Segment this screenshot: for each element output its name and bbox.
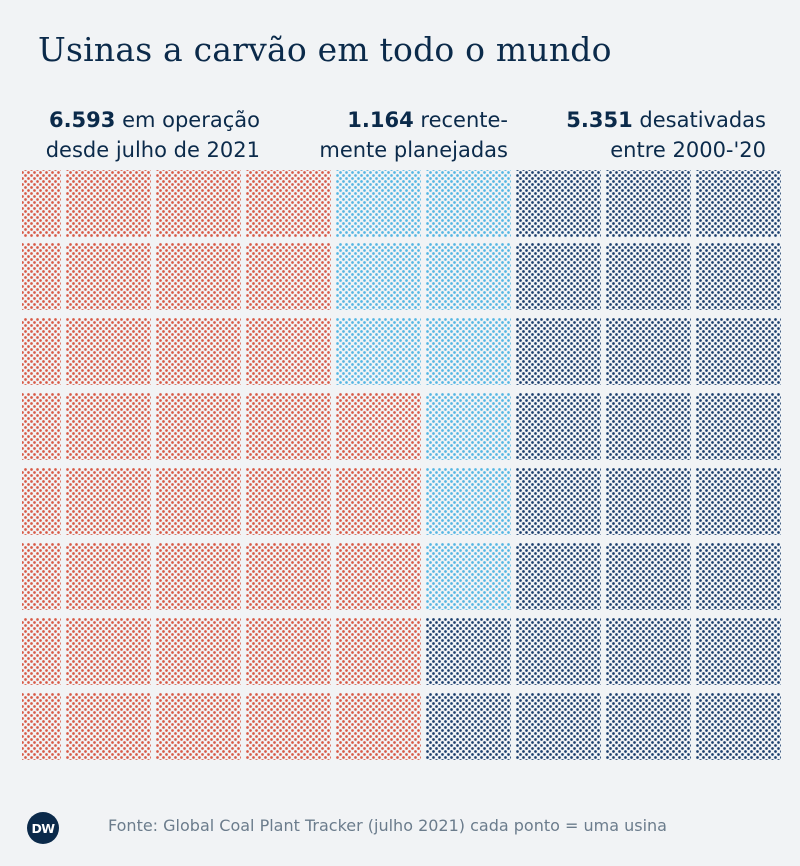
retired-text-2: entre 2000-'20: [610, 138, 766, 162]
waffle-block-operating: [336, 693, 421, 760]
waffle-block-operating: [22, 468, 61, 535]
waffle-block-retired: [606, 170, 691, 237]
waffle-block-operating: [336, 543, 421, 610]
waffle-block-operating: [246, 243, 331, 310]
waffle-block-planned: [426, 543, 511, 610]
waffle-block-retired: [696, 243, 781, 310]
waffle-block-operating: [156, 543, 241, 610]
waffle-block-planned: [426, 468, 511, 535]
waffle-block-planned: [336, 170, 421, 237]
waffle-block-operating: [66, 543, 151, 610]
waffle-block-retired: [606, 243, 691, 310]
waffle-block-retired: [516, 243, 601, 310]
operating-text-1: em operação: [122, 108, 260, 132]
planned-count: 1.164: [347, 108, 414, 132]
waffle-block-operating: [336, 468, 421, 535]
waffle-block-retired: [696, 170, 781, 237]
waffle-block-operating: [156, 318, 241, 385]
waffle-block-operating: [156, 468, 241, 535]
waffle-block-retired: [426, 618, 511, 685]
waffle-block-operating: [66, 618, 151, 685]
waffle-block-retired: [696, 468, 781, 535]
waffle-block-retired: [606, 468, 691, 535]
waffle-block-retired: [606, 618, 691, 685]
retired-count: 5.351: [566, 108, 633, 132]
waffle-block-operating: [22, 243, 61, 310]
waffle-block-operating: [66, 693, 151, 760]
waffle-block-operating: [66, 318, 151, 385]
waffle-block-operating: [22, 543, 61, 610]
waffle-block-operating: [22, 170, 61, 237]
waffle-block-planned: [426, 318, 511, 385]
waffle-block-operating: [246, 170, 331, 237]
waffle-block-planned: [336, 318, 421, 385]
waffle-block-retired: [696, 543, 781, 610]
waffle-block-retired: [516, 393, 601, 460]
waffle-block-retired: [516, 618, 601, 685]
waffle-block-planned: [336, 243, 421, 310]
waffle-block-operating: [336, 393, 421, 460]
waffle-block-planned: [426, 170, 511, 237]
waffle-block-operating: [66, 170, 151, 237]
waffle-block-retired: [516, 170, 601, 237]
source-note: Fonte: Global Coal Plant Tracker (julho …: [108, 816, 667, 835]
waffle-block-operating: [22, 393, 61, 460]
waffle-block-retired: [516, 468, 601, 535]
waffle-block-retired: [516, 693, 601, 760]
waffle-block-operating: [246, 318, 331, 385]
waffle-block-retired: [696, 618, 781, 685]
waffle-block-operating: [246, 393, 331, 460]
label-retired: 5.351 desativadas entre 2000-'20: [520, 105, 766, 165]
waffle-block-operating: [156, 693, 241, 760]
waffle-block-retired: [696, 393, 781, 460]
label-operating: 6.593 em operação desde julho de 2021: [20, 105, 260, 165]
waffle-blocks: [22, 170, 781, 760]
waffle-block-retired: [516, 543, 601, 610]
planned-text-2: mente planejadas: [319, 138, 508, 162]
waffle-block-retired: [606, 543, 691, 610]
planned-text-1: recente-: [420, 108, 508, 132]
waffle-block-retired: [606, 693, 691, 760]
waffle-block-operating: [246, 618, 331, 685]
waffle-block-operating: [246, 543, 331, 610]
waffle-block-retired: [516, 318, 601, 385]
waffle-block-planned: [426, 393, 511, 460]
dw-logo: DW: [27, 812, 59, 844]
waffle-block-operating: [66, 243, 151, 310]
label-planned: 1.164 recente- mente planejadas: [285, 105, 508, 165]
waffle-block-operating: [22, 318, 61, 385]
waffle-block-retired: [426, 693, 511, 760]
waffle-block-retired: [606, 318, 691, 385]
waffle-block-operating: [66, 468, 151, 535]
waffle-block-operating: [336, 618, 421, 685]
waffle-block-operating: [246, 693, 331, 760]
waffle-block-operating: [246, 468, 331, 535]
operating-text-2: desde julho de 2021: [45, 138, 260, 162]
waffle-block-retired: [696, 318, 781, 385]
chart-title: Usinas a carvão em todo o mundo: [38, 30, 612, 69]
retired-text-1: desativadas: [639, 108, 766, 132]
waffle-block-retired: [606, 393, 691, 460]
waffle-block-operating: [22, 618, 61, 685]
waffle-block-operating: [156, 618, 241, 685]
operating-count: 6.593: [48, 108, 116, 132]
waffle-block-operating: [156, 170, 241, 237]
waffle-block-operating: [66, 393, 151, 460]
waffle-block-operating: [156, 393, 241, 460]
waffle-block-retired: [696, 693, 781, 760]
waffle-block-planned: [426, 243, 511, 310]
waffle-block-operating: [22, 693, 61, 760]
waffle-block-operating: [156, 243, 241, 310]
